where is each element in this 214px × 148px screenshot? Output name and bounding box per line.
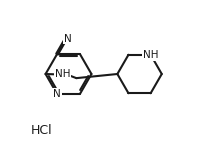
Text: HCl: HCl: [31, 124, 53, 137]
Text: NH: NH: [55, 69, 70, 79]
Text: N: N: [64, 34, 71, 44]
Text: NH: NH: [143, 50, 158, 60]
Text: N: N: [53, 89, 61, 99]
